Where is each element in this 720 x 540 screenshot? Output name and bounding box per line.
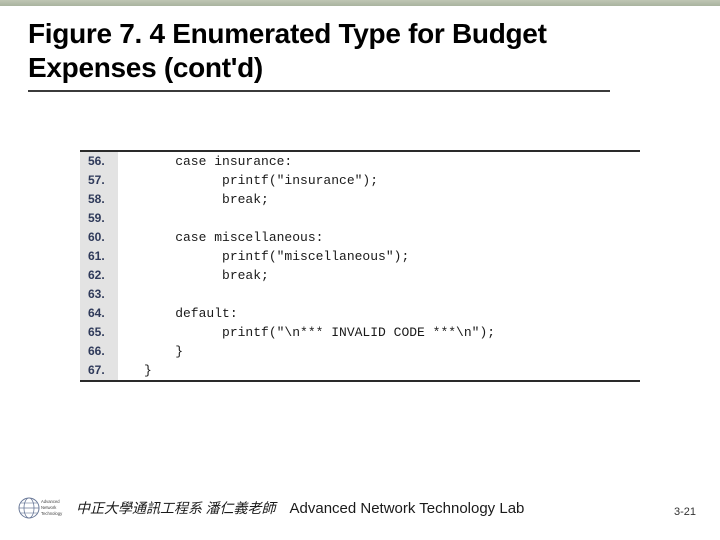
code-line: 66. }: [80, 342, 640, 361]
line-number: 65.: [80, 323, 118, 342]
line-number: 61.: [80, 247, 118, 266]
line-number: 64.: [80, 304, 118, 323]
svg-text:Network: Network: [41, 505, 57, 510]
code-line: 67.}: [80, 361, 640, 380]
slide: Figure 7. 4 Enumerated Type for Budget E…: [0, 0, 720, 540]
code-text: printf("miscellaneous");: [118, 247, 640, 266]
code-text: break;: [118, 266, 640, 285]
code-line: 65. printf("\n*** INVALID CODE ***\n");: [80, 323, 640, 342]
code-line: 58. break;: [80, 190, 640, 209]
code-text: printf("insurance");: [118, 171, 640, 190]
code-listing: 56. case insurance: 57. printf("insuranc…: [80, 150, 640, 382]
code-line: 57. printf("insurance");: [80, 171, 640, 190]
code-text: case miscellaneous:: [118, 228, 640, 247]
line-number: 62.: [80, 266, 118, 285]
title-underline: [28, 90, 610, 92]
line-number: 67.: [80, 361, 118, 380]
code-text: printf("\n*** INVALID CODE ***\n");: [118, 323, 640, 342]
line-number: 58.: [80, 190, 118, 209]
code-line: 62. break;: [80, 266, 640, 285]
code-bottom-rule: [80, 380, 640, 382]
line-number: 57.: [80, 171, 118, 190]
code-line: 61. printf("miscellaneous");: [80, 247, 640, 266]
code-line: 63.: [80, 285, 640, 304]
svg-text:Advanced: Advanced: [41, 499, 60, 504]
footer-chinese-text: 中正大學通訊工程系 潘仁義老師: [76, 498, 276, 518]
code-text: }: [118, 342, 640, 361]
footer-english-text: Advanced Network Technology Lab: [290, 500, 525, 517]
code-text: }: [118, 361, 640, 380]
line-number: 66.: [80, 342, 118, 361]
code-line: 64. default:: [80, 304, 640, 323]
title-line2: Expenses (cont'd): [28, 52, 680, 84]
code-line: 60. case miscellaneous:: [80, 228, 640, 247]
line-number: 56.: [80, 152, 118, 171]
code-text: break;: [118, 190, 640, 209]
line-number: 63.: [80, 285, 118, 304]
code-text: case insurance:: [118, 152, 640, 171]
code-text: default:: [118, 304, 640, 323]
top-accent-bar: [0, 0, 720, 6]
globe-icon: Advanced Network Technology: [16, 494, 64, 522]
line-number: 59.: [80, 209, 118, 228]
page-number: 3-21: [674, 506, 696, 518]
code-line: 56. case insurance:: [80, 152, 640, 171]
title-line1: Figure 7. 4 Enumerated Type for Budget: [28, 18, 680, 50]
slide-title: Figure 7. 4 Enumerated Type for Budget E…: [28, 18, 680, 84]
line-number: 60.: [80, 228, 118, 247]
svg-text:Technology: Technology: [41, 511, 63, 516]
code-line: 59.: [80, 209, 640, 228]
lab-logo: Advanced Network Technology: [12, 492, 68, 524]
footer: Advanced Network Technology 中正大學通訊工程系 潘仁…: [0, 492, 720, 524]
